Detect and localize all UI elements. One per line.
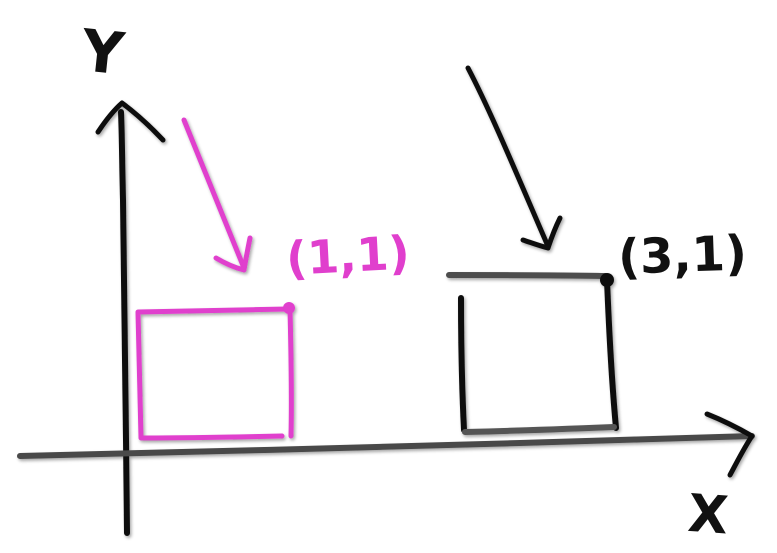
- black-arrowhead: [520, 215, 563, 251]
- x-axis-arrowhead: [704, 411, 755, 478]
- square-black-label: (3,1): [617, 225, 748, 285]
- y-axis-arrowhead: [95, 100, 166, 143]
- x-axis-label: X: [686, 484, 730, 547]
- y-axis: [118, 109, 130, 536]
- magenta-arrow: [181, 117, 247, 271]
- square-black-bottom: [462, 424, 617, 435]
- square-black-corner-dot: [600, 273, 614, 287]
- black-arrow: [465, 65, 550, 247]
- square-black-sides: [458, 277, 619, 433]
- square-black-top: [446, 272, 609, 279]
- square-magenta-corner-dot: [283, 302, 295, 314]
- square-magenta: [135, 117, 295, 441]
- magenta-arrowhead: [213, 235, 253, 273]
- square-black: [446, 65, 619, 435]
- square-magenta-outline: [135, 306, 294, 441]
- square-magenta-label: (1,1): [285, 225, 411, 285]
- axes: [17, 100, 755, 536]
- y-axis-label: Y: [77, 16, 128, 88]
- x-axis: [17, 433, 755, 459]
